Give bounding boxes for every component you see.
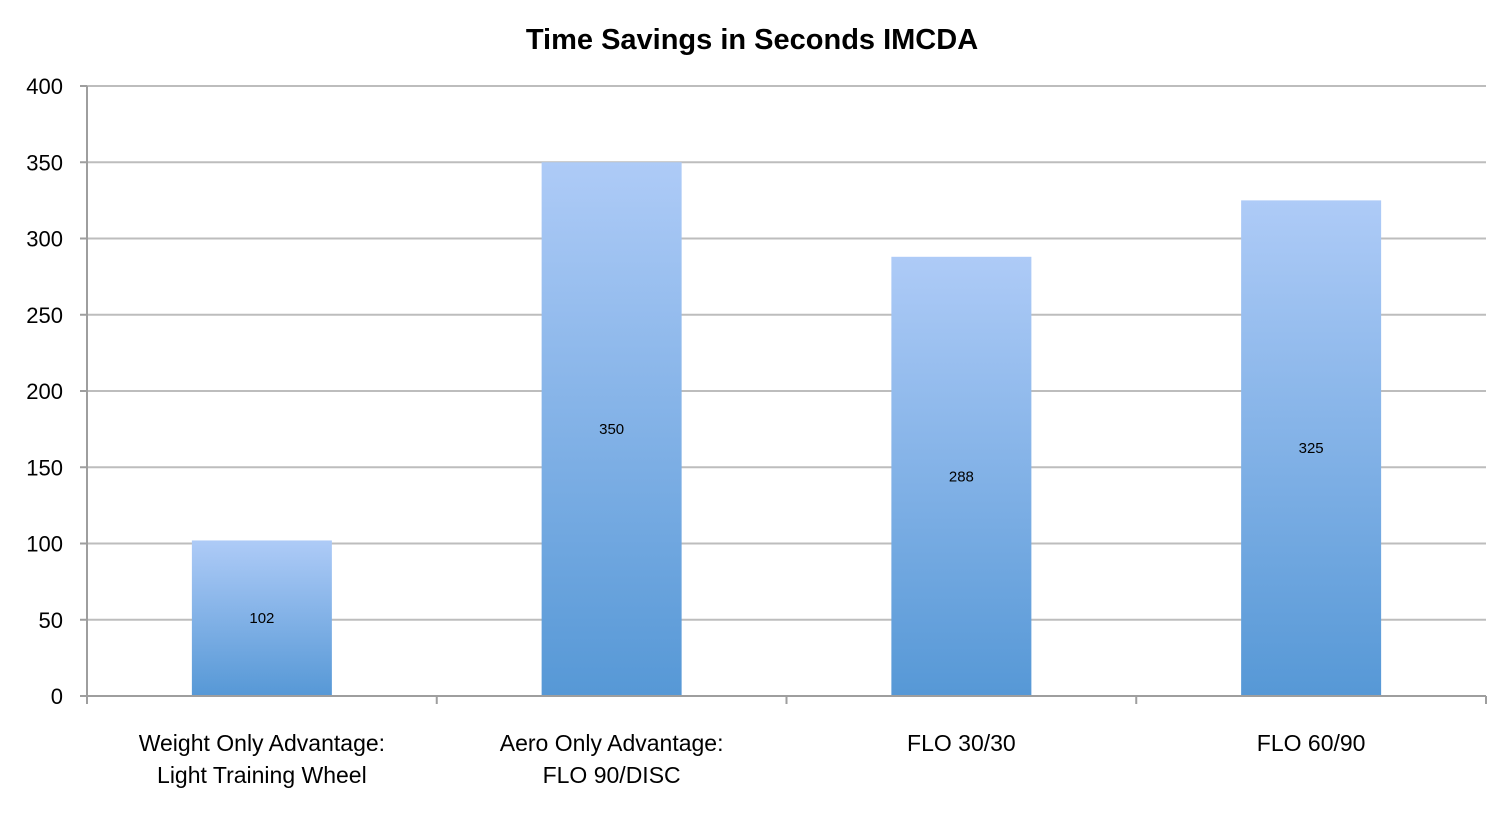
y-tick-label: 150	[26, 455, 63, 480]
y-axis-ticks: 0 50 100 150 200 250 300 350 400	[26, 74, 87, 709]
y-tick-label: 300	[26, 227, 63, 252]
x-category-label: FLO 90/DISC	[543, 762, 681, 788]
data-label: 325	[1299, 440, 1324, 457]
y-tick-label: 0	[51, 684, 63, 709]
y-tick-label: 200	[26, 379, 63, 404]
x-category-label: FLO 60/90	[1257, 730, 1366, 756]
data-label: 350	[599, 421, 624, 438]
chart-title: Time Savings in Seconds IMCDA	[526, 24, 978, 56]
data-label: 288	[949, 468, 974, 485]
x-category-label: Aero Only Advantage:	[500, 730, 724, 756]
x-category-label: FLO 30/30	[907, 730, 1016, 756]
y-tick-label: 350	[26, 150, 63, 175]
data-labels: 102 350 288 325	[249, 421, 1323, 627]
bar	[1241, 200, 1382, 696]
bar	[191, 540, 332, 696]
bar	[541, 162, 682, 696]
bar	[891, 256, 1032, 696]
x-category-label: Light Training Wheel	[157, 762, 367, 788]
x-category-label: Weight Only Advantage:	[139, 730, 385, 756]
x-axis-categories: Weight Only Advantage: Light Training Whe…	[139, 730, 1366, 788]
data-label: 102	[249, 610, 274, 627]
axes	[86, 86, 1487, 704]
y-tick-label: 400	[26, 74, 63, 99]
bars	[191, 162, 1382, 696]
y-tick-label: 100	[26, 532, 63, 557]
y-tick-label: 250	[26, 303, 63, 328]
y-tick-label: 50	[39, 608, 63, 633]
